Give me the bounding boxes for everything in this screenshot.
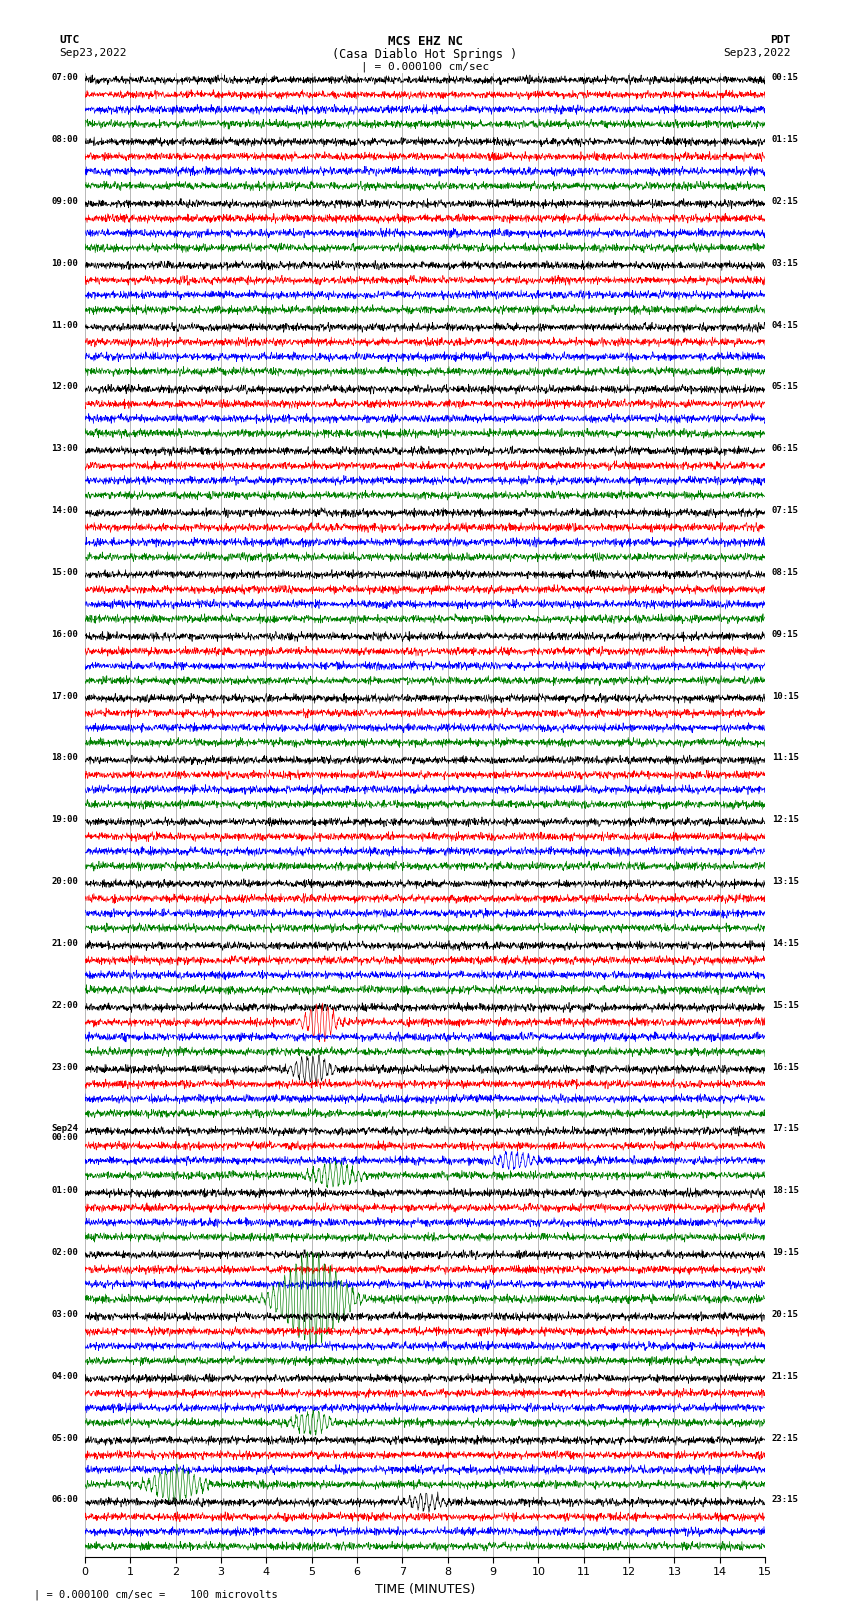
Text: 13:00: 13:00 [51,444,78,453]
Text: 14:15: 14:15 [772,939,799,948]
Text: 19:00: 19:00 [51,815,78,824]
Text: Sep24: Sep24 [51,1124,78,1134]
Text: | = 0.000100 cm/sec: | = 0.000100 cm/sec [361,61,489,73]
Text: UTC: UTC [60,35,80,45]
Text: 02:00: 02:00 [51,1248,78,1257]
Text: 03:00: 03:00 [51,1310,78,1319]
Text: 23:15: 23:15 [772,1495,799,1505]
Text: 22:00: 22:00 [51,1000,78,1010]
Text: 20:00: 20:00 [51,877,78,886]
Text: 17:00: 17:00 [51,692,78,700]
Text: 10:15: 10:15 [772,692,799,700]
Text: 10:00: 10:00 [51,258,78,268]
Text: PDT: PDT [770,35,790,45]
Text: 07:15: 07:15 [772,506,799,515]
Text: 09:15: 09:15 [772,629,799,639]
Text: 13:15: 13:15 [772,877,799,886]
Text: 21:15: 21:15 [772,1371,799,1381]
Text: 18:15: 18:15 [772,1186,799,1195]
Text: 03:15: 03:15 [772,258,799,268]
Text: MCS EHZ NC: MCS EHZ NC [388,35,462,48]
Text: 01:00: 01:00 [51,1186,78,1195]
Text: 02:15: 02:15 [772,197,799,206]
Text: 12:00: 12:00 [51,382,78,392]
Text: 23:00: 23:00 [51,1063,78,1071]
Text: 19:15: 19:15 [772,1248,799,1257]
Text: 20:15: 20:15 [772,1310,799,1319]
Text: 06:15: 06:15 [772,444,799,453]
Text: Sep23,2022: Sep23,2022 [60,48,127,58]
Text: 01:15: 01:15 [772,135,799,144]
Text: 09:00: 09:00 [51,197,78,206]
Text: 15:00: 15:00 [51,568,78,577]
Text: 18:00: 18:00 [51,753,78,763]
Text: Sep23,2022: Sep23,2022 [723,48,791,58]
Text: 08:00: 08:00 [51,135,78,144]
Text: 06:00: 06:00 [51,1495,78,1505]
Text: 16:15: 16:15 [772,1063,799,1071]
Text: 12:15: 12:15 [772,815,799,824]
Text: 11:00: 11:00 [51,321,78,329]
Text: 21:00: 21:00 [51,939,78,948]
Text: 22:15: 22:15 [772,1434,799,1442]
X-axis label: TIME (MINUTES): TIME (MINUTES) [375,1582,475,1595]
Text: 05:00: 05:00 [51,1434,78,1442]
Text: 11:15: 11:15 [772,753,799,763]
Text: 04:15: 04:15 [772,321,799,329]
Text: 07:00: 07:00 [51,73,78,82]
Text: 16:00: 16:00 [51,629,78,639]
Text: (Casa Diablo Hot Springs ): (Casa Diablo Hot Springs ) [332,48,518,61]
Text: 14:00: 14:00 [51,506,78,515]
Text: | = 0.000100 cm/sec =    100 microvolts: | = 0.000100 cm/sec = 100 microvolts [34,1589,278,1600]
Text: 05:15: 05:15 [772,382,799,392]
Text: 15:15: 15:15 [772,1000,799,1010]
Text: 08:15: 08:15 [772,568,799,577]
Text: 00:15: 00:15 [772,73,799,82]
Text: 04:00: 04:00 [51,1371,78,1381]
Text: 17:15: 17:15 [772,1124,799,1134]
Text: 00:00: 00:00 [51,1134,78,1142]
